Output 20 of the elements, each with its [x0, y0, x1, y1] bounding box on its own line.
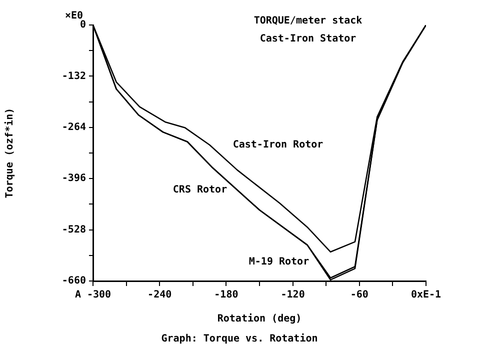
- x-tick-label: -240: [148, 290, 172, 301]
- y-axis-title: Torque (ozf*in): [4, 108, 16, 198]
- y-tick-label: 0: [80, 20, 86, 31]
- x-tick-label: -120: [280, 290, 305, 301]
- text: Cast-Iron Stator: [260, 34, 356, 45]
- y-tick-label: -132: [62, 70, 86, 82]
- y-tick-label: -396: [62, 173, 86, 184]
- y-tick-label: -264: [62, 122, 86, 133]
- y-tick-label: -528: [62, 224, 86, 236]
- x-tick-label: -60: [350, 290, 368, 301]
- x-tick-label: -180: [214, 290, 238, 301]
- series-label: CRS Rotor: [172, 184, 228, 196]
- x-tick-label: A -300: [74, 290, 112, 301]
- x-tick-label: 0xE-1: [410, 290, 442, 301]
- x-axis-title: Rotation (deg): [217, 312, 302, 325]
- chart-title: TORQUE/meter stack: [254, 16, 362, 27]
- text: Graph: Torque vs. Rotation: [161, 332, 318, 345]
- series-label: M-19 Rotor: [248, 256, 310, 268]
- series-label: Cast-Iron Rotor: [232, 140, 324, 151]
- y-tick-label: -660: [62, 276, 86, 287]
